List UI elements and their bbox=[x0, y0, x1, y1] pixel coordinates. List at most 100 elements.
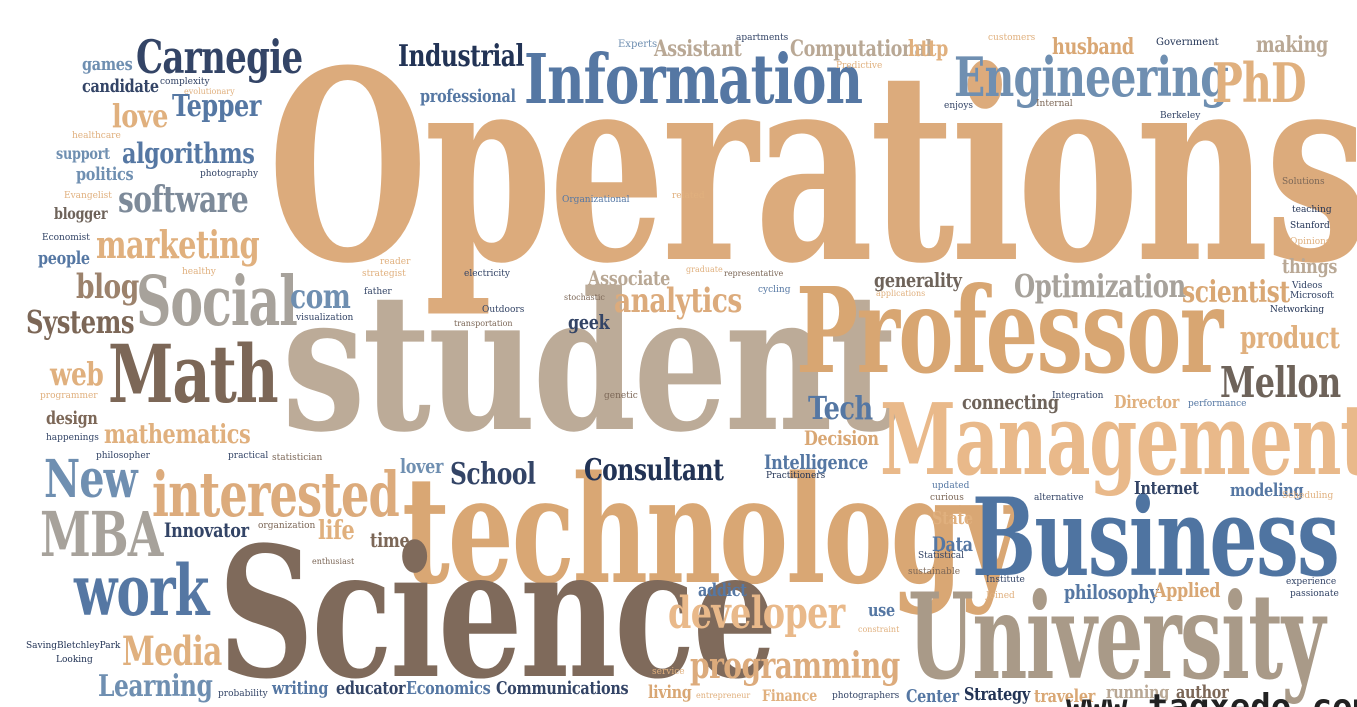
word-traveler: traveler bbox=[1034, 686, 1096, 707]
word-media: Media bbox=[122, 628, 222, 675]
word-passionate: passionate bbox=[1290, 589, 1339, 599]
word-writing: writing bbox=[272, 678, 329, 699]
word-algorithms: algorithms bbox=[122, 137, 255, 170]
word-enjoys: enjoys bbox=[944, 101, 974, 111]
word-product: product bbox=[1240, 321, 1340, 356]
word-customers: customers bbox=[988, 33, 1036, 43]
word-management: Management bbox=[880, 383, 1357, 498]
word-things: things bbox=[1282, 254, 1338, 278]
word-making: making bbox=[1256, 32, 1328, 58]
word-learning: Learning bbox=[98, 669, 213, 704]
word-service: service bbox=[652, 667, 685, 677]
word-candidate: candidate bbox=[82, 76, 159, 97]
word-sustainable: sustainable bbox=[908, 567, 961, 577]
word-videos: Videos bbox=[1292, 281, 1323, 291]
word-optimization: Optimization bbox=[1014, 267, 1186, 305]
word-industrial: Industrial bbox=[398, 39, 524, 74]
word-systems: Systems bbox=[26, 303, 135, 341]
word-consultant: Consultant bbox=[584, 453, 724, 488]
word-internet: Internet bbox=[1134, 478, 1199, 499]
word-economist: Economist bbox=[42, 233, 90, 243]
word-developer: developer bbox=[668, 588, 845, 639]
word-analytics: analytics bbox=[614, 281, 742, 321]
word-educator: educator bbox=[336, 678, 406, 699]
word-associate: Associate bbox=[588, 266, 670, 290]
word-love: love bbox=[112, 97, 168, 135]
word-data: Data bbox=[932, 532, 973, 556]
word-economics: Economics bbox=[406, 678, 491, 699]
word-father: father bbox=[364, 287, 392, 297]
word-graduate: graduate bbox=[686, 265, 723, 274]
word-science: Science bbox=[218, 508, 777, 707]
word-design: design bbox=[46, 408, 98, 429]
word-curious: curious bbox=[930, 493, 964, 503]
word-assistant: Assistant bbox=[654, 36, 742, 62]
word-mellon: Mellon bbox=[1220, 358, 1341, 407]
word-husband: husband bbox=[1052, 34, 1134, 60]
word-blog: blog bbox=[76, 267, 139, 307]
word-internal: Internal bbox=[1036, 99, 1073, 109]
word-time: time bbox=[370, 528, 410, 552]
word-apartments: apartments bbox=[736, 33, 789, 43]
word-use: use bbox=[868, 600, 895, 621]
word-modeling: modeling bbox=[1230, 480, 1304, 501]
word-electricity: electricity bbox=[464, 269, 510, 279]
watermark-text: www.tagxedo.com bbox=[1066, 687, 1357, 707]
word-institute: Institute bbox=[986, 575, 1025, 585]
word-applied: Applied bbox=[1154, 578, 1221, 602]
word-statistician: statistician bbox=[272, 453, 323, 463]
word-experts: Experts bbox=[618, 39, 658, 50]
word-tech: Tech bbox=[808, 389, 873, 427]
word-opinions: Opinions bbox=[1290, 237, 1331, 247]
word-strategy: Strategy bbox=[964, 684, 1030, 705]
word-life: life bbox=[318, 516, 355, 546]
word-organizational: Organizational bbox=[562, 195, 630, 205]
word-lover: lover bbox=[400, 454, 444, 478]
word-reader: reader bbox=[380, 257, 411, 267]
word-outdoors: Outdoors bbox=[482, 305, 525, 315]
word-transportation: transportation bbox=[454, 319, 513, 328]
word-mba: MBA bbox=[40, 498, 163, 571]
word-practical: practical bbox=[228, 451, 269, 461]
word-center: Center bbox=[906, 686, 959, 707]
word-social: Social bbox=[136, 262, 298, 342]
word-work: work bbox=[74, 549, 209, 632]
word-philosopher: philosopher bbox=[96, 451, 150, 461]
word-new: New bbox=[44, 449, 138, 510]
word-math: Math bbox=[108, 327, 279, 421]
word-student: student bbox=[282, 251, 898, 474]
word-professional: professional bbox=[420, 86, 516, 107]
word-stanford: Stanford bbox=[1290, 221, 1330, 231]
word-finance: Finance bbox=[762, 686, 818, 705]
word-government: Government bbox=[1156, 37, 1219, 48]
word-teaching: teaching bbox=[1292, 205, 1332, 215]
word-information: Information bbox=[524, 40, 863, 120]
word-people: people bbox=[38, 248, 90, 269]
word-statistical: Statistical bbox=[918, 551, 965, 561]
word-savingbletchleypark: SavingBletchleyPark bbox=[26, 641, 121, 651]
word-related: related bbox=[672, 191, 705, 201]
word-living: living bbox=[648, 682, 692, 703]
word-school: School bbox=[450, 457, 536, 492]
word-software: software bbox=[118, 179, 249, 221]
word-complexity: complexity bbox=[160, 77, 210, 87]
word-updated: updated bbox=[932, 481, 970, 491]
word-experience: experience bbox=[1286, 577, 1337, 587]
word-scheduling: Scheduling bbox=[1282, 491, 1334, 501]
word-strategist: strategist bbox=[362, 269, 406, 279]
word-state: State bbox=[932, 508, 973, 529]
word-politics: politics bbox=[76, 164, 134, 185]
word-carnegie: Carnegie bbox=[136, 30, 303, 84]
word-evolutionary: evolutionary bbox=[184, 87, 235, 96]
word-com: com bbox=[290, 277, 351, 317]
word-operations: Operations bbox=[268, 13, 1357, 321]
word-philosophy: philosophy bbox=[1064, 580, 1159, 604]
word-photography: photography bbox=[200, 169, 259, 179]
word-technology: technology bbox=[402, 443, 1021, 617]
word-support: support bbox=[56, 144, 110, 163]
word-predictive: Predictive bbox=[836, 61, 883, 71]
word-stochastic: stochastic bbox=[564, 293, 605, 302]
word-phd: PhD bbox=[1212, 51, 1307, 115]
word-healthcare: healthcare bbox=[72, 131, 121, 141]
word-applications: applications bbox=[876, 289, 926, 298]
